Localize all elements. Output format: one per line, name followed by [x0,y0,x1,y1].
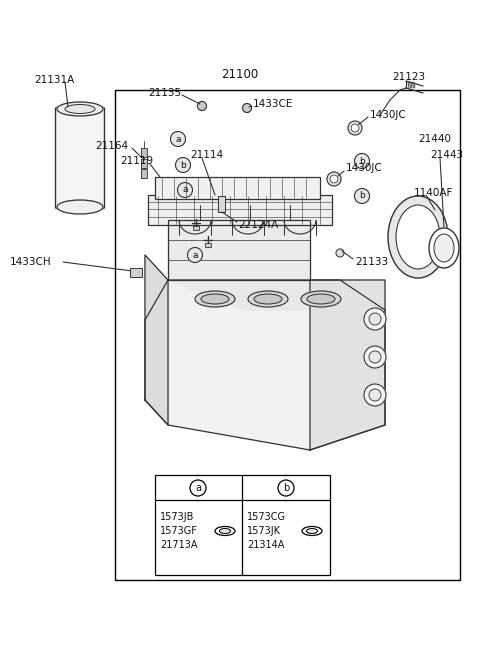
Text: 1430JC: 1430JC [346,163,383,173]
Ellipse shape [57,102,103,116]
Ellipse shape [219,529,230,534]
Ellipse shape [57,200,103,214]
Text: 1573JB: 1573JB [160,512,194,522]
Polygon shape [310,280,385,450]
Ellipse shape [434,234,454,262]
Circle shape [242,103,252,113]
Circle shape [364,384,386,406]
Bar [218,196,225,212]
Ellipse shape [396,205,440,269]
Text: a: a [182,185,188,195]
Text: 21100: 21100 [221,69,259,81]
Circle shape [327,172,341,186]
Circle shape [348,121,362,135]
Bar [148,195,332,225]
Polygon shape [168,280,385,310]
Polygon shape [168,220,310,280]
Text: 22124A: 22124A [238,220,278,230]
Text: b: b [359,157,365,166]
Ellipse shape [302,527,322,536]
Ellipse shape [215,527,235,536]
Bar [141,159,147,168]
Text: 21133: 21133 [355,257,388,267]
Circle shape [336,249,344,257]
Text: 21314A: 21314A [247,540,284,550]
Circle shape [369,389,381,401]
Text: 21135: 21135 [148,88,181,98]
Text: 1573JK: 1573JK [247,526,281,536]
Ellipse shape [248,291,288,307]
Circle shape [176,157,191,172]
Text: b: b [180,160,186,170]
Ellipse shape [429,228,459,268]
Bar [155,177,320,199]
Text: 1433CE: 1433CE [253,99,293,109]
Circle shape [170,132,185,147]
Text: 1573GF: 1573GF [160,526,198,536]
Text: 1433CH: 1433CH [10,257,52,267]
Ellipse shape [201,294,229,304]
Circle shape [197,102,206,111]
Text: 1140AF: 1140AF [414,188,454,198]
Bar [193,226,199,230]
Circle shape [369,313,381,325]
Text: a: a [195,483,201,493]
Circle shape [188,248,203,263]
Text: 21119: 21119 [120,156,153,166]
Circle shape [364,308,386,330]
Circle shape [369,351,381,363]
Circle shape [178,183,192,198]
FancyBboxPatch shape [56,107,105,208]
Text: 21440: 21440 [418,134,451,144]
Text: 21443: 21443 [430,150,463,160]
Text: 21123: 21123 [392,72,425,82]
Text: b: b [359,191,365,200]
Bar [155,475,330,575]
Text: 21114: 21114 [190,150,223,160]
Text: a: a [175,134,181,143]
Text: 21164: 21164 [95,141,128,151]
Bar [141,148,147,157]
Ellipse shape [65,105,95,113]
Circle shape [330,175,338,183]
Ellipse shape [254,294,282,304]
Bar [141,169,147,178]
Circle shape [278,480,294,496]
Circle shape [355,153,370,168]
Text: a: a [192,250,198,259]
Ellipse shape [388,196,448,278]
Text: 21131A: 21131A [34,75,74,85]
Ellipse shape [307,529,317,534]
Circle shape [364,346,386,368]
Circle shape [351,124,359,132]
Ellipse shape [301,291,341,307]
Text: 21713A: 21713A [160,540,197,550]
Polygon shape [145,255,168,425]
Ellipse shape [195,291,235,307]
Polygon shape [145,280,385,450]
Polygon shape [148,202,332,225]
Circle shape [190,480,206,496]
Bar [115,90,460,580]
Bar [130,268,142,277]
Circle shape [355,189,370,204]
Bar [205,243,211,247]
Text: b: b [283,483,289,493]
Text: 1573CG: 1573CG [247,512,286,522]
Ellipse shape [307,294,335,304]
Text: 1430JC: 1430JC [370,110,407,120]
